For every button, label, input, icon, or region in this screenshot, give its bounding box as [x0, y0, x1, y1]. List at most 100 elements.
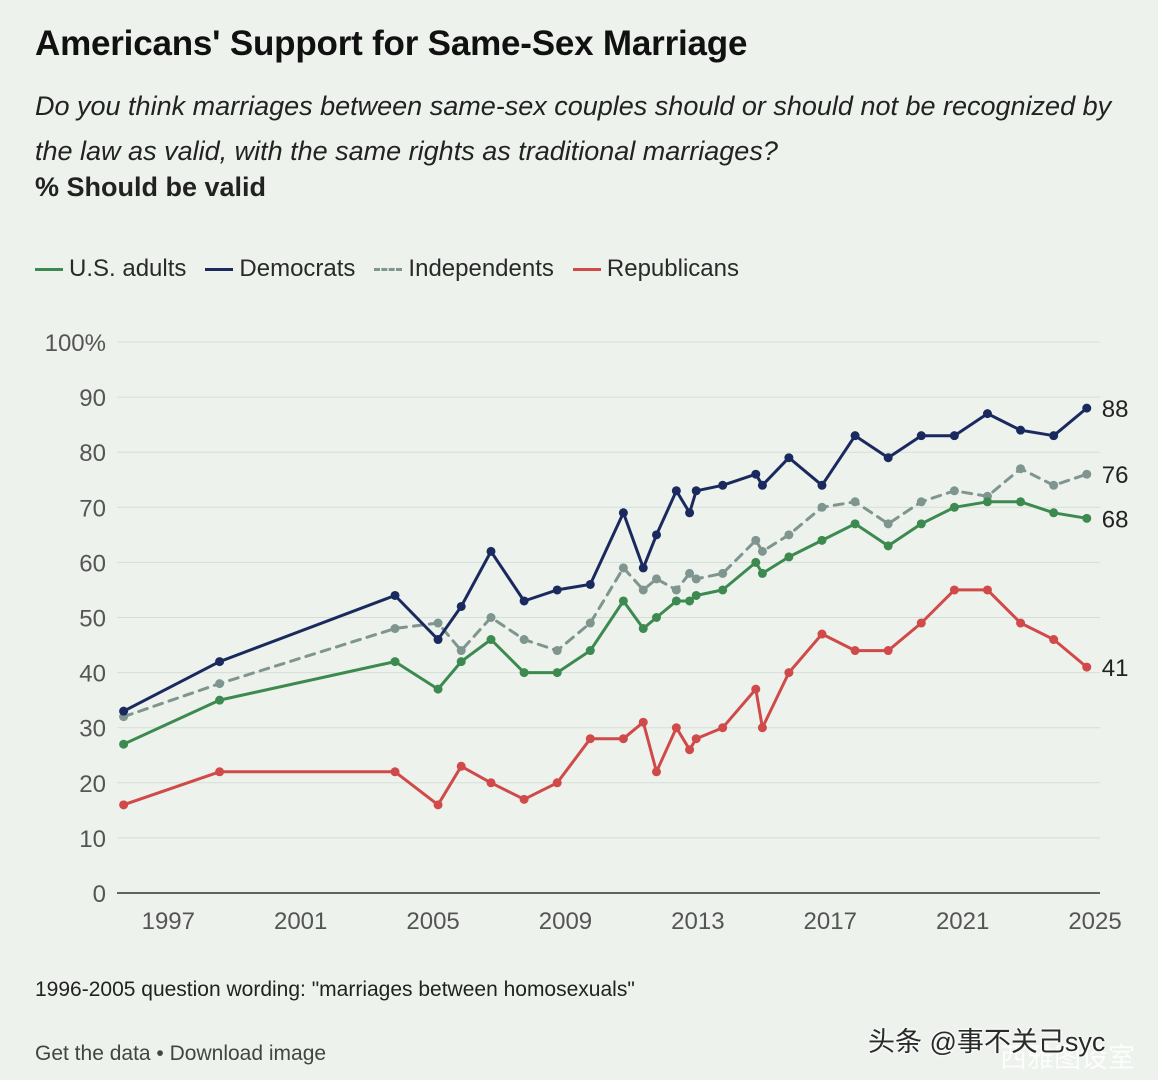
- point-democrats-9: [618, 508, 628, 518]
- y-tick-label-50: 50: [79, 606, 106, 633]
- point-independents-4: [456, 646, 466, 656]
- point-republicans-16: [751, 684, 761, 694]
- point-republicans-5: [486, 778, 496, 788]
- point-democrats-15: [718, 480, 728, 490]
- point-independents-22: [916, 497, 926, 507]
- point-republicans-0: [119, 800, 129, 810]
- point-democrats-4: [456, 601, 466, 611]
- point-republicans-4: [456, 761, 466, 771]
- point-republicans-18: [784, 668, 794, 678]
- point-republicans-6: [519, 794, 529, 804]
- download-image-link[interactable]: Download image: [169, 1042, 327, 1065]
- y-tick-label-0: 0: [93, 881, 106, 908]
- point-u-s-adults-8: [585, 646, 595, 656]
- point-republicans-3: [433, 800, 443, 810]
- y-tick-label-70: 70: [79, 495, 106, 522]
- point-independents-1: [215, 679, 225, 689]
- point-independents-17: [757, 546, 767, 556]
- point-independents-8: [585, 618, 595, 628]
- legend-label-republicans: Republicans: [606, 255, 739, 282]
- point-democrats-6: [519, 596, 529, 606]
- point-u-s-adults-3: [433, 684, 443, 694]
- series-line-republicans: [122, 588, 1089, 807]
- y-tick-label-60: 60: [79, 550, 106, 577]
- end-label-u-s-adults: 68: [1102, 506, 1129, 533]
- legend-swatch-independents: [374, 267, 403, 271]
- x-tick-label-2017: 2017: [804, 908, 857, 935]
- point-democrats-16: [751, 469, 761, 479]
- point-republicans-7: [552, 778, 562, 788]
- legend-label-us-adults: U.S. adults: [69, 255, 187, 282]
- chart-legend: U.S. adults Democrats Independents Repub…: [35, 255, 758, 283]
- point-u-s-adults-26: [1049, 508, 1059, 518]
- point-democrats-14: [691, 486, 701, 496]
- point-independents-12: [671, 585, 681, 595]
- point-republicans-24: [982, 585, 992, 595]
- point-democrats-24: [982, 409, 992, 419]
- point-u-s-adults-1: [215, 695, 225, 705]
- point-u-s-adults-14: [691, 590, 701, 600]
- x-tick-label-2025: 2025: [1068, 908, 1121, 935]
- point-independents-26: [1049, 480, 1059, 490]
- watermark-text: 头条 @事不关己syc: [868, 1027, 1106, 1057]
- point-u-s-adults-6: [519, 668, 529, 678]
- point-u-s-adults-13: [685, 596, 695, 606]
- footer-separator: •: [150, 1042, 170, 1065]
- point-independents-15: [718, 568, 728, 578]
- point-independents-11: [651, 574, 661, 584]
- point-democrats-12: [671, 486, 681, 496]
- y-tick-label-90: 90: [79, 385, 106, 412]
- point-republicans-15: [718, 723, 728, 733]
- point-independents-20: [850, 497, 860, 507]
- y-tick-label-10: 10: [79, 826, 106, 853]
- legend-item-us-adults: U.S. adults: [35, 255, 186, 283]
- point-democrats-20: [850, 431, 860, 441]
- point-democrats-7: [552, 585, 562, 595]
- y-tick-label-40: 40: [79, 661, 106, 688]
- series-line-u-s-adults: [122, 500, 1089, 746]
- point-republicans-26: [1049, 635, 1059, 645]
- point-democrats-17: [757, 480, 767, 490]
- point-republicans-9: [618, 734, 628, 744]
- point-u-s-adults-16: [751, 557, 761, 567]
- point-independents-16: [751, 535, 761, 545]
- point-republicans-21: [883, 646, 893, 656]
- legend-item-democrats: Democrats: [205, 255, 355, 283]
- point-republicans-10: [638, 717, 648, 727]
- line-chart: 0 10 20 30 40 50 60 70 80 90 100% 1997 2001 2005 2009 2…: [45, 330, 1129, 935]
- point-democrats-19: [817, 480, 827, 490]
- point-democrats-23: [949, 431, 959, 441]
- x-tick-label-2005: 2005: [406, 908, 459, 935]
- point-u-s-adults-17: [757, 568, 767, 578]
- point-u-s-adults-2: [390, 657, 400, 667]
- legend-label-democrats: Democrats: [239, 255, 356, 282]
- point-democrats-0: [119, 706, 129, 716]
- point-independents-5: [486, 613, 496, 622]
- point-republicans-19: [817, 629, 827, 639]
- point-independents-7: [552, 646, 562, 656]
- point-democrats-22: [916, 431, 926, 441]
- get-data-link[interactable]: Get the data: [35, 1042, 151, 1065]
- point-independents-19: [817, 502, 827, 512]
- point-independents-10: [638, 585, 648, 595]
- point-democrats-2: [390, 590, 400, 600]
- point-u-s-adults-10: [638, 624, 648, 634]
- legend-item-independents: Independents: [374, 255, 554, 283]
- point-republicans-27: [1082, 662, 1092, 672]
- point-republicans-8: [585, 734, 595, 744]
- point-independents-13: [685, 568, 695, 578]
- point-republicans-22: [916, 618, 926, 628]
- end-label-republicans: 41: [1102, 655, 1129, 682]
- point-democrats-10: [638, 563, 648, 573]
- point-independents-23: [949, 486, 959, 496]
- point-republicans-1: [215, 767, 225, 777]
- y-tick-label-30: 30: [79, 716, 106, 743]
- legend-label-independents: Independents: [408, 255, 554, 282]
- x-tick-label-2021: 2021: [936, 908, 989, 935]
- point-u-s-adults-25: [1016, 497, 1026, 507]
- point-republicans-2: [390, 767, 400, 777]
- point-democrats-26: [1049, 431, 1059, 441]
- chart-subtitle: Do you think marriages between same-sex …: [35, 91, 1112, 166]
- point-independents-9: [618, 563, 628, 573]
- point-independents-6: [519, 635, 529, 645]
